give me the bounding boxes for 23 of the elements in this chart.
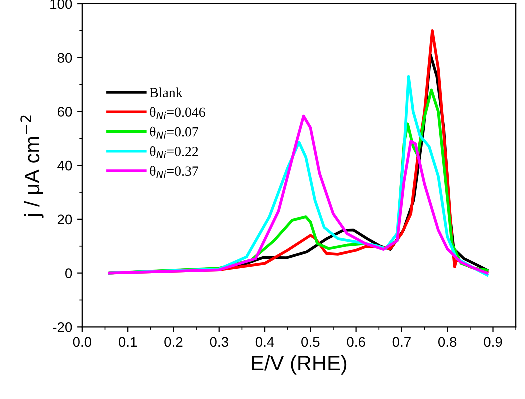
y-tick-label: -20 (53, 322, 72, 332)
x-tick-label: 0.7 (392, 337, 411, 348)
x-tick-label: 0.6 (347, 337, 366, 348)
x-axis-title: E/V (RHE) (252, 355, 347, 375)
legend-label: θ$_{Ni}$=0.07 (150, 126, 198, 139)
legend-label: θ$_{Ni}$=0.22 (150, 146, 198, 159)
x-tick-label: 0.9 (484, 337, 502, 348)
x-tick-label: 0.0 (73, 337, 92, 348)
x-tick-label: 0.1 (118, 337, 138, 348)
y-tick-label: 80 (58, 53, 72, 64)
x-tick-label: 0.5 (302, 337, 320, 348)
x-tick-label: 0.4 (256, 337, 274, 348)
y-axis-title: j / μA cm$^{−2}$ (20, 116, 44, 218)
y-tick-label: 0 (66, 268, 72, 278)
x-tick-label: 0.8 (438, 337, 457, 348)
legend-label: θ$_{Ni}$=0.046 (150, 107, 206, 120)
x-tick-label: 0.3 (210, 337, 228, 348)
x-tick-label: 0.2 (164, 337, 183, 348)
y-tick-label: 40 (58, 160, 72, 171)
y-tick-label: 60 (58, 107, 72, 117)
legend-label: Blank (150, 88, 183, 98)
y-tick-label: 20 (58, 214, 72, 225)
legend-label: θ$_{Ni}$=0.37 (150, 166, 198, 178)
